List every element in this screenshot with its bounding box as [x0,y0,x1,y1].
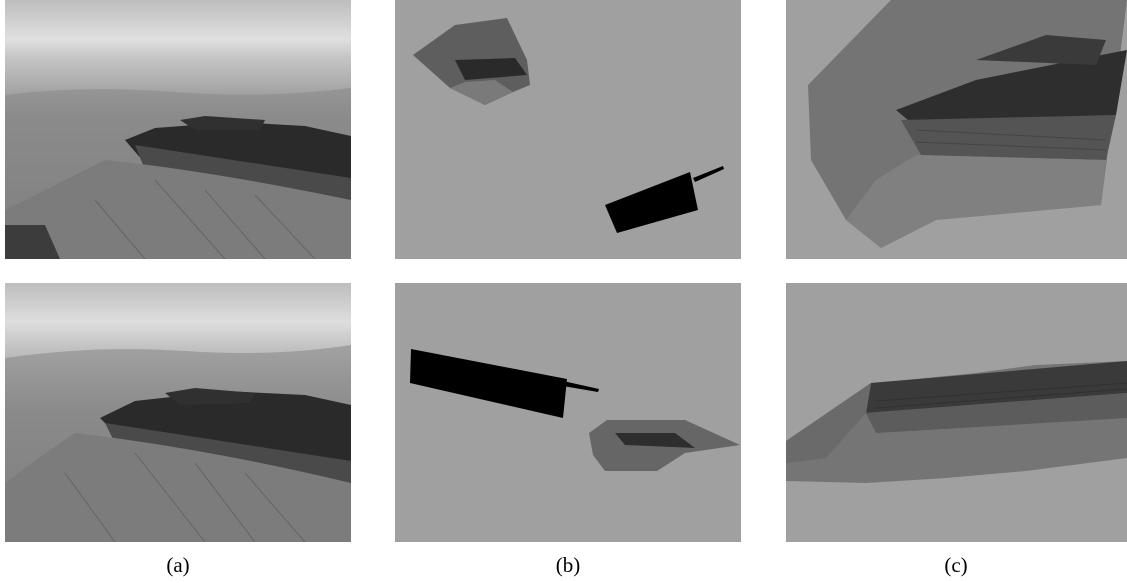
photo-a-top [5,0,351,259]
black-mask-region [410,349,567,418]
canyon-photo-a-top [5,0,351,259]
result-c-bottom [786,283,1127,542]
caption-a: (a) [166,553,190,577]
black-mask-region [605,172,698,233]
rectified-view-c-bottom [786,283,1127,542]
rectified-view-c-top [786,0,1127,259]
warp-b-bottom [395,283,741,542]
result-c-top [786,0,1127,259]
warped-fragments-b-bottom [395,283,741,542]
warp-b-top [395,0,741,259]
caption-b: (b) [555,553,581,577]
canyon-photo-a-bottom [5,283,351,542]
caption-c: (c) [944,553,968,577]
warped-fragments-b-top [395,0,741,259]
photo-a-bottom [5,283,351,542]
